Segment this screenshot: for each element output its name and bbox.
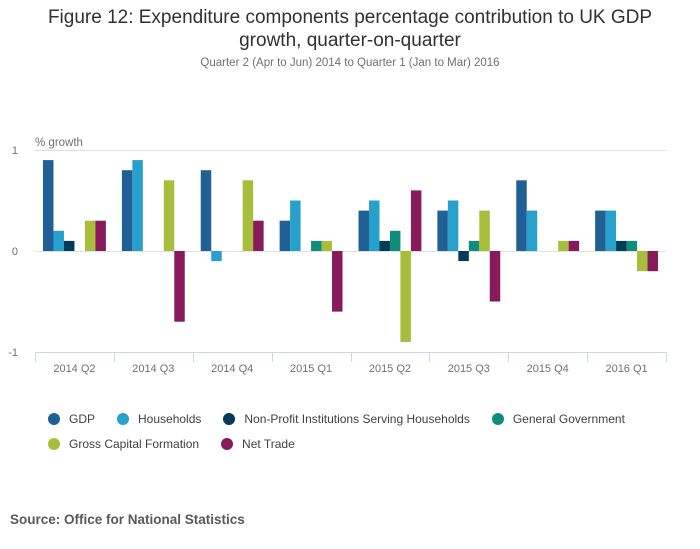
- bar-net-trade: [253, 220, 264, 251]
- x-tick-label: 2015 Q1: [290, 363, 332, 375]
- bar-gross-capital-formation: [558, 240, 569, 251]
- chart-subtitle: Quarter 2 (Apr to Jun) 2014 to Quarter 1…: [200, 57, 500, 69]
- bar-households: [526, 210, 538, 251]
- legend-item[interactable]: GDP: [48, 406, 95, 431]
- bar-gdp: [121, 170, 133, 251]
- bar-non-profit-institutions-serving-households: [616, 240, 627, 251]
- bar-gross-capital-formation: [479, 210, 490, 251]
- source-note: Source: Office for National Statistics: [10, 512, 245, 527]
- legend-item[interactable]: Non-Profit Institutions Serving Househol…: [223, 406, 470, 431]
- bar-general-government: [468, 240, 480, 251]
- legend-label: Gross Capital Formation: [69, 436, 200, 451]
- legend-swatch-icon: [48, 437, 60, 450]
- bar-net-trade: [568, 240, 580, 251]
- y-axis-label: % growth: [35, 137, 83, 149]
- legend-label: General Government: [512, 411, 625, 426]
- bar-gross-capital-formation: [242, 180, 254, 251]
- legend-item[interactable]: Households: [117, 406, 201, 431]
- bar-net-trade: [332, 251, 343, 312]
- bar-households: [211, 251, 222, 262]
- x-tick-label: 2015 Q2: [369, 363, 411, 375]
- bar-households: [290, 200, 301, 251]
- legend-swatch-icon: [223, 412, 236, 425]
- bar-households: [605, 210, 617, 251]
- bar-gdp: [516, 180, 527, 251]
- bar-general-government: [626, 240, 638, 251]
- bar-non-profit-institutions-serving-households: [458, 251, 469, 262]
- bar-non-profit-institutions-serving-households: [379, 240, 390, 251]
- bar-households: [368, 200, 380, 251]
- bar-households: [53, 230, 64, 251]
- bar-gdp: [358, 210, 369, 251]
- bar-chart: % growth 1 0 -1 2014 Q2 2014 Q3 2014 Q4 2015 Q1…: [8, 137, 667, 375]
- bar-gross-capital-formation: [84, 220, 96, 251]
- bar-gdp: [43, 160, 54, 251]
- chart-title: Figure 12: Expenditure components percen…: [0, 6, 700, 52]
- chart-title-line-1: Figure 12: Expenditure components percen…: [47, 7, 653, 28]
- legend-swatch-icon: [117, 412, 130, 425]
- bar-net-trade: [174, 251, 185, 322]
- x-tick-label: 2016 Q1: [605, 363, 647, 375]
- legend-label: Non-Profit Institutions Serving Househol…: [244, 411, 470, 426]
- bar-net-trade: [647, 251, 658, 272]
- legend-label: Households: [138, 411, 202, 426]
- bar-gross-capital-formation: [637, 251, 648, 272]
- bar-gross-capital-formation: [400, 251, 411, 342]
- y-tick-label: 0: [12, 246, 18, 258]
- bar-non-profit-institutions-serving-households: [63, 240, 75, 251]
- legend-label: GDP: [69, 411, 96, 426]
- bar-gdp: [595, 210, 606, 251]
- legend-item[interactable]: General Government: [491, 406, 625, 431]
- bar-gdp: [200, 170, 212, 251]
- bar-gdp: [437, 210, 448, 251]
- bar-gdp: [279, 220, 291, 251]
- x-tick-label: 2014 Q2: [53, 363, 95, 375]
- bar-net-trade: [489, 251, 501, 302]
- legend-label: Net Trade: [242, 436, 295, 451]
- bar-general-government: [311, 240, 322, 251]
- x-tick-label: 2015 Q3: [448, 363, 490, 375]
- legend-swatch-icon: [221, 437, 234, 450]
- x-tick-label: 2014 Q3: [132, 363, 174, 375]
- chart-title-line-2: growth, quarter-on-quarter: [239, 30, 461, 51]
- y-tick-label: -1: [8, 347, 18, 359]
- bar-gross-capital-formation: [163, 180, 175, 251]
- legend-swatch-icon: [491, 412, 504, 425]
- y-tick-label: 1: [12, 145, 18, 157]
- legend-item[interactable]: Gross Capital Formation: [48, 431, 199, 456]
- x-tick-label: 2015 Q4: [527, 363, 569, 375]
- bar-net-trade: [410, 190, 422, 251]
- bar-net-trade: [95, 220, 106, 251]
- bar-households: [447, 200, 459, 251]
- legend: GDP Households Non-Profit Institutions Ser…: [48, 406, 668, 456]
- legend-item[interactable]: Net Trade: [221, 431, 295, 456]
- bar-households: [132, 160, 143, 251]
- legend-swatch-icon: [48, 412, 60, 425]
- bar-gross-capital-formation: [321, 240, 333, 251]
- x-tick-label: 2014 Q4: [211, 363, 253, 375]
- bar-general-government: [389, 230, 401, 251]
